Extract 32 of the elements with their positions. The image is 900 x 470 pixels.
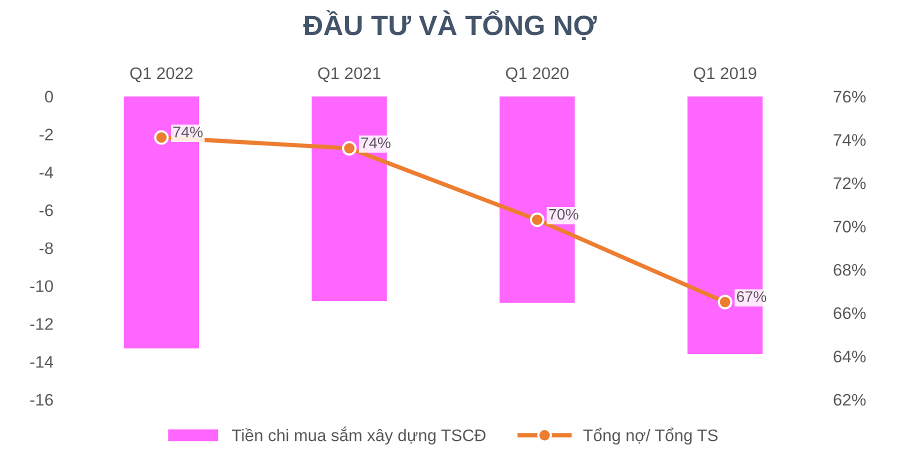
legend-label: Tổng nợ/ Tổng TS	[583, 428, 718, 445]
data-label: 74%	[173, 126, 203, 138]
y2-tick-label: 66%	[834, 307, 866, 320]
y-tick-label: -16	[30, 394, 53, 406]
x-tick-label: Q1 2020	[506, 67, 569, 82]
y-tick-label: -10	[30, 280, 53, 292]
data-label: 74%	[361, 138, 390, 148]
y2-tick-label: 72%	[834, 177, 866, 190]
point	[530, 212, 544, 228]
y-tick-label: -8	[40, 242, 53, 254]
y2-tick-label: 62%	[834, 394, 866, 406]
y2-tick-label: 70%	[834, 220, 866, 232]
y-tick-label: -4	[40, 166, 54, 178]
y-tick-label: -6	[40, 204, 53, 216]
y-tick-label: -14	[30, 356, 54, 368]
point	[154, 130, 169, 145]
x-tick-label: Q1 2022	[130, 67, 193, 82]
point	[718, 294, 732, 310]
y2-tick-label: 76%	[834, 90, 866, 103]
y2-tick-label: 68%	[834, 264, 866, 276]
point	[342, 141, 357, 156]
y-tick-label: -2	[40, 128, 53, 140]
legend-label: Tiền chi mua sắm xây dựng TSCĐ	[232, 426, 486, 445]
y-tick-label: -12	[30, 318, 53, 330]
y2-tick-label: 64%	[834, 350, 866, 362]
data-label: 70%	[549, 208, 578, 220]
x-tick-label: Q1 2019	[694, 67, 756, 82]
y2-tick-label: 74%	[834, 134, 866, 146]
data-label: 67%	[736, 291, 766, 302]
chart-title: ĐẦU TƯ VÀ TỔNG NỢ	[303, 10, 597, 40]
y-tick-label: 0	[44, 90, 53, 103]
x-tick-label: Q1 2021	[318, 67, 380, 82]
